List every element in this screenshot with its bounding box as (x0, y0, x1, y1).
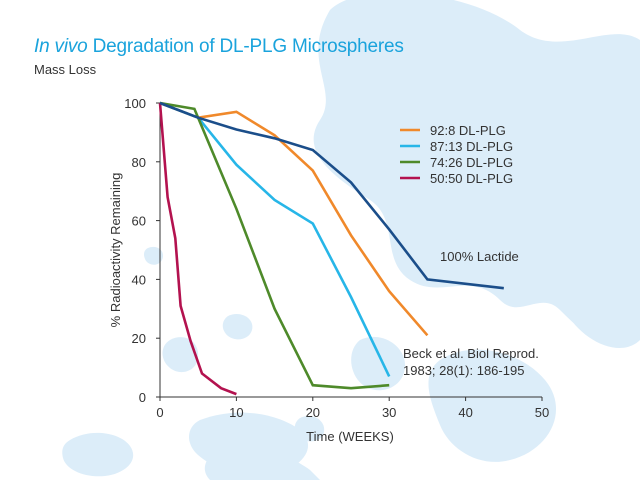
series-layer (158, 101, 504, 396)
background-blob (428, 349, 557, 462)
axes: 0 10 20 30 40 50 0 20 40 60 80 100 Time (WEEKS) % … (108, 96, 549, 444)
x-tick-label: 40 (458, 405, 472, 420)
y-tick-label: 60 (132, 214, 146, 229)
background-blob (447, 239, 474, 263)
x-tick-label: 10 (229, 405, 243, 420)
legend-label: 87:13 DL-PLG (430, 139, 513, 154)
x-ticks: 0 10 20 30 40 50 (156, 397, 549, 420)
annotation-lactide-label: 100% Lactide (440, 249, 519, 264)
background-blob (548, 226, 640, 349)
y-axis-label: % Radioactivity Remaining (108, 173, 123, 328)
chart-title-italic: In vivo (34, 36, 88, 57)
annotation-citation-line-2: 1983; 28(1): 186-195 (403, 363, 524, 378)
legend-label: 92:8 DL-PLG (430, 123, 506, 138)
y-tick-label: 0 (139, 390, 146, 405)
x-tick-label: 20 (306, 405, 320, 420)
x-tick-label: 50 (535, 405, 549, 420)
background-blob (204, 446, 320, 480)
chart-title-rest: Degradation of DL-PLG Microspheres (87, 36, 404, 57)
series-line-92-8-dl-plg (159, 101, 429, 337)
background-blob (162, 337, 199, 373)
legend-label: 50:50 DL-PLG (430, 171, 513, 186)
background-blob (351, 336, 405, 391)
chart-title: In vivo Degradation of DL-PLG Microspher… (34, 36, 404, 58)
legend-label: 74:26 DL-PLG (430, 155, 513, 170)
series-line-50-50-dl-plg (158, 102, 237, 396)
chart-subtitle: Mass Loss (34, 62, 97, 77)
y-tick-label: 80 (132, 155, 146, 170)
y-tick-label: 20 (132, 331, 146, 346)
annotation-citation-line-1: Beck et al. Biol Reprod. (403, 346, 539, 361)
annotations: 100% Lactide Beck et al. Biol Reprod. 19… (403, 249, 539, 378)
y-tick-label: 100 (124, 96, 146, 111)
series-line-100-lactide (159, 101, 504, 290)
background-blob (294, 415, 325, 442)
y-ticks: 0 20 40 60 80 100 (124, 96, 160, 405)
background-blob (144, 246, 164, 265)
y-tick-label: 40 (132, 272, 146, 287)
background-blob (222, 313, 253, 340)
x-tick-label: 30 (382, 405, 396, 420)
background-blob (62, 432, 134, 477)
x-tick-label: 0 (156, 405, 163, 420)
x-axis-label: Time (WEEKS) (306, 429, 394, 444)
series-line-74-26-dl-plg (159, 101, 390, 390)
